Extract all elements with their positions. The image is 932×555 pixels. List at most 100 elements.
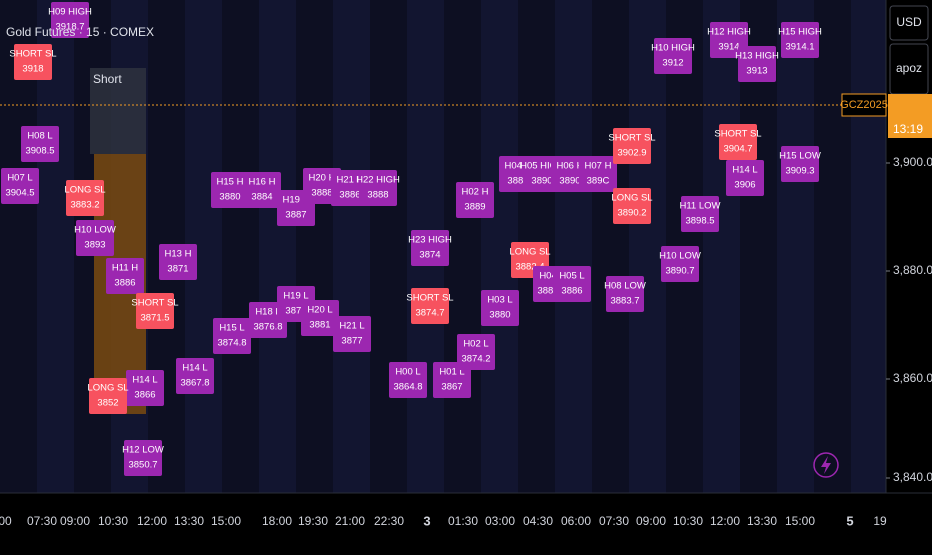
label-box: [681, 196, 719, 232]
label: H01 L 3867: [433, 362, 471, 398]
label-box: [719, 124, 757, 160]
label: SHORT SL 3902.9: [608, 128, 656, 164]
time-label: 13:30: [174, 514, 204, 528]
label-layer: H09 HIGH 3918.7 SHORT SL 3918 H08 L 3908.5 H07…: [1, 2, 822, 476]
time-label: 09:00: [60, 514, 90, 528]
label: H12 LOW 3850.7: [122, 440, 164, 476]
label-text: 3906: [734, 180, 755, 191]
alert-icon[interactable]: [813, 452, 839, 478]
stripe: [222, 0, 259, 493]
time-label: 15:00: [211, 514, 241, 528]
trade-label: Short: [93, 72, 122, 86]
label-box: [124, 440, 162, 476]
label-text: H21 H: [337, 175, 364, 186]
label-text: H04 L: [539, 271, 564, 282]
stripe: [555, 0, 592, 493]
label-text: 3888: [507, 176, 528, 187]
account: apoz: [896, 61, 922, 75]
time-axis: [0, 493, 932, 550]
label-box: [726, 160, 764, 196]
time-label: 13:30: [747, 514, 777, 528]
label-text: H06 H: [557, 161, 584, 172]
label-text: H15 LOW: [779, 151, 821, 162]
currency: USD: [896, 15, 922, 29]
label-text: SHORT SL: [9, 49, 56, 60]
label: H00 L 3864.8: [389, 362, 427, 398]
stripe: [777, 0, 814, 493]
label-text: H04 H: [505, 161, 532, 172]
label-text: H12 HIGH: [707, 27, 751, 38]
label-box: [781, 22, 819, 58]
label-text: H00 L: [395, 367, 420, 378]
label-text: 3874.7: [415, 308, 444, 319]
symbol-tag-box: [841, 93, 887, 117]
label-box: [213, 318, 251, 354]
label-box: [301, 300, 339, 336]
label-text: 3880: [489, 310, 510, 321]
price-tick-label: 3,880.0: [893, 263, 932, 277]
label-box: [553, 266, 591, 302]
currency-button[interactable]: [889, 5, 929, 41]
label-box: [613, 128, 651, 164]
label-text: H08 L: [27, 131, 52, 142]
label-text: LONG SL: [509, 247, 550, 258]
label: H16 H 3884: [243, 172, 281, 208]
stripe: [444, 0, 481, 493]
trade-zone: [90, 68, 146, 154]
label-text: H18 L: [255, 307, 280, 318]
label: H03 L 3880: [481, 290, 519, 326]
label-text: H20 H: [309, 173, 336, 184]
label-text: 3874: [419, 250, 440, 261]
label-text: 3886: [114, 278, 135, 289]
time-label: 22:30: [374, 514, 404, 528]
time-label: 10:30: [98, 514, 128, 528]
label: H20 L 3881: [301, 300, 339, 336]
label-box: [333, 316, 371, 352]
price-tick-label: 3,900.0: [893, 155, 932, 169]
label-text: H07 H: [585, 161, 612, 172]
label-text: 3913: [746, 66, 767, 77]
time-label: 19: [873, 514, 887, 528]
time-label: 3: [423, 513, 430, 528]
chart-title: Gold Futures · 15 · COMEX: [6, 25, 154, 39]
label-text: 3877: [341, 336, 362, 347]
label: H13 H 3871: [159, 244, 197, 280]
label-text: H05 L: [559, 271, 584, 282]
label-text: 3902.9: [617, 148, 646, 159]
label-box: [14, 44, 52, 80]
label-text: H01 L: [439, 367, 464, 378]
label-text: 3871.5: [140, 313, 169, 324]
label-text: LONG SL: [64, 185, 105, 196]
label-text: 3871: [167, 264, 188, 275]
label-text: 3893: [84, 240, 105, 251]
label-text: 3880: [219, 192, 240, 203]
label-text: 3866: [134, 390, 155, 401]
label-box: [176, 358, 214, 394]
label: H10 LOW 3893: [74, 220, 116, 256]
label-text: H03 L: [487, 295, 512, 306]
label-text: H15 H: [217, 177, 244, 188]
label-text: H10 HIGH: [651, 43, 695, 54]
time-label: 10:30: [673, 514, 703, 528]
label-text: 3886: [561, 286, 582, 297]
label-text: SHORT SL: [131, 298, 178, 309]
price-tag: [888, 94, 932, 138]
time-label: 03:00: [485, 514, 515, 528]
label: H02 L 3874.2: [457, 334, 495, 370]
label-text: 3887: [285, 210, 306, 221]
label: H08 LOW 3883.7: [604, 276, 646, 312]
label-text: 3883.2: [70, 200, 99, 211]
time-label: 07:30: [599, 514, 629, 528]
label-text: H13 H: [165, 249, 192, 260]
label-text: H05 HIGH: [520, 161, 564, 172]
label-text: SHORT SL: [714, 129, 761, 140]
label-text: H15 L: [219, 323, 244, 334]
label-text: H21 L: [339, 321, 364, 332]
label: H08 L 3908.5: [21, 126, 59, 162]
label: H14 L 3866: [126, 370, 164, 406]
label-box: [76, 220, 114, 256]
label-text: 3867.8: [180, 378, 209, 389]
label-text: H16 H: [249, 177, 276, 188]
time-label: 18:00: [262, 514, 292, 528]
